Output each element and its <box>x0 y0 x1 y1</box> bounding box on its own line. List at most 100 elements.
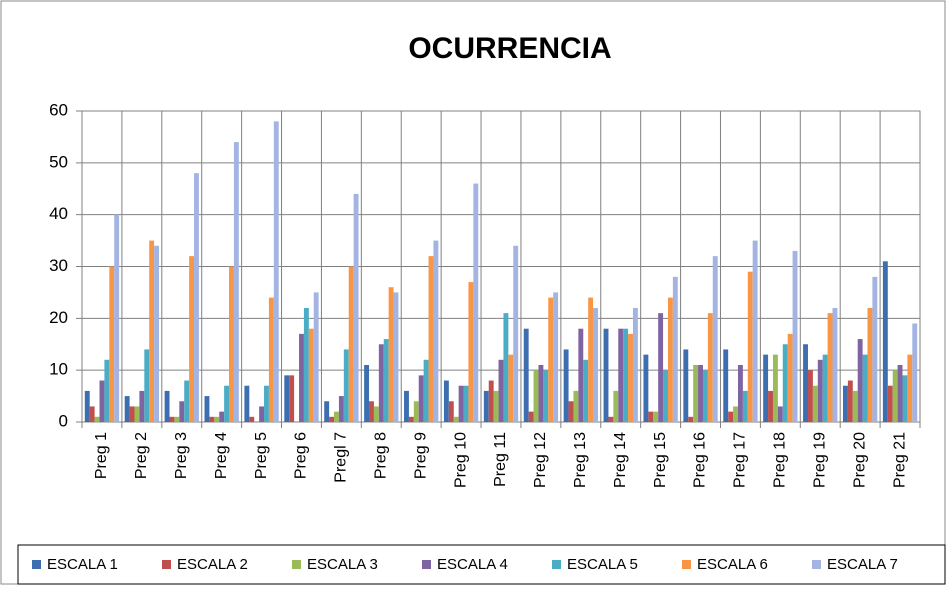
bar <box>618 328 624 422</box>
bar <box>408 416 414 422</box>
bar <box>807 370 813 422</box>
bar <box>204 396 210 422</box>
bar <box>892 370 898 422</box>
bar <box>418 375 424 422</box>
bar <box>508 354 514 422</box>
bar <box>413 401 419 422</box>
bar <box>149 240 155 422</box>
bar <box>632 307 638 422</box>
x-tick-label: Preg 18 <box>772 432 789 488</box>
bar <box>693 364 699 422</box>
bar <box>179 401 185 422</box>
y-tick-label: 40 <box>49 204 68 223</box>
bar <box>817 359 823 422</box>
bar <box>463 385 469 422</box>
bar <box>902 375 908 422</box>
bar <box>852 390 858 422</box>
bar <box>139 390 145 422</box>
bar <box>453 416 459 422</box>
legend-swatch <box>292 560 301 569</box>
legend-swatch <box>162 560 171 569</box>
x-tick-label: Preg 20 <box>851 432 868 488</box>
bar <box>523 328 529 422</box>
bar <box>897 364 903 422</box>
bar <box>443 380 449 422</box>
bar <box>742 390 748 422</box>
x-tick-label: Preg 10 <box>452 432 469 488</box>
legend-label: ESCALA 6 <box>697 556 768 573</box>
bar <box>563 349 569 422</box>
x-tick-label: Preg 11 <box>492 432 509 487</box>
bar <box>373 406 379 422</box>
bar <box>887 385 893 422</box>
bar <box>303 307 309 422</box>
bar <box>648 411 654 422</box>
bar <box>862 354 868 422</box>
bar <box>827 313 833 422</box>
bar <box>324 401 330 422</box>
legend-box <box>17 544 946 585</box>
bar <box>169 416 175 422</box>
x-tick-label: Preg 17 <box>732 432 749 488</box>
x-tick-label: Preg 5 <box>253 432 270 479</box>
bar <box>383 339 389 422</box>
bar <box>583 359 589 422</box>
bar <box>663 370 668 422</box>
legend-label: ESCALA 1 <box>47 556 118 573</box>
x-tick-label: Preg 4 <box>213 432 230 479</box>
bar <box>553 292 559 422</box>
bar <box>653 411 659 422</box>
bar <box>847 380 853 422</box>
bar <box>174 416 180 422</box>
bar <box>94 416 100 422</box>
bar <box>792 250 798 422</box>
bar <box>493 390 499 422</box>
y-tick-label: 60 <box>49 100 68 119</box>
y-tick-label: 50 <box>49 152 68 171</box>
x-tick-label: Preg 12 <box>532 432 549 488</box>
legend-swatch <box>812 560 821 569</box>
legend-label: ESCALA 5 <box>567 556 638 573</box>
bar <box>104 359 110 422</box>
bar <box>84 390 90 422</box>
bar <box>702 370 708 422</box>
legend-swatch <box>32 560 41 569</box>
bar <box>393 292 399 422</box>
bar <box>244 385 250 422</box>
bar <box>768 390 773 422</box>
bar <box>219 411 225 422</box>
bar <box>832 307 838 422</box>
bar <box>907 354 913 422</box>
bar <box>224 385 230 422</box>
bar <box>353 193 359 422</box>
bar <box>867 307 873 422</box>
bar <box>528 411 534 422</box>
bar <box>154 245 160 422</box>
bar <box>338 396 344 422</box>
bar <box>343 349 349 422</box>
bar <box>912 323 918 422</box>
bar <box>543 370 549 422</box>
bar <box>483 390 489 422</box>
bar <box>498 359 504 422</box>
bar <box>588 297 594 422</box>
x-tick-label: Preg 14 <box>612 432 629 488</box>
bar <box>857 339 863 422</box>
bar <box>628 333 633 422</box>
bar <box>229 266 234 422</box>
bar <box>164 390 170 422</box>
bar <box>124 396 130 422</box>
bar <box>658 313 664 422</box>
x-tick-label: Preg 9 <box>412 432 429 479</box>
bar <box>503 313 509 422</box>
bar <box>707 313 713 422</box>
bar <box>733 406 738 422</box>
bar <box>249 416 255 422</box>
bar <box>89 406 95 422</box>
x-tick-label: Preg 2 <box>133 432 150 479</box>
bar <box>822 354 828 422</box>
x-tick-label: Preg 8 <box>373 432 390 479</box>
x-tick-label: Preg 19 <box>811 432 828 488</box>
bar <box>473 183 479 422</box>
bar <box>423 359 429 422</box>
